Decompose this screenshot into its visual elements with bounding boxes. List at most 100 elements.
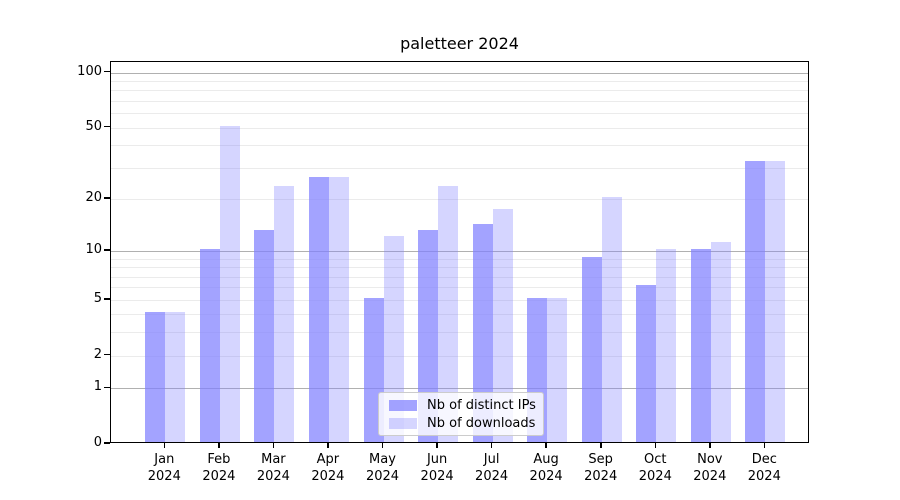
legend-row: Nb of distinct IPs: [387, 398, 536, 413]
bar-distinct-ips-apr: [308, 176, 329, 442]
bar-downloads-jan: [165, 312, 186, 442]
y-tick-label: 0: [93, 435, 102, 450]
chart-title: paletteer 2024: [400, 34, 519, 53]
x-tick-mark: [163, 443, 166, 448]
x-tick-mark: [272, 443, 275, 448]
x-tick-label: Jan 2024: [134, 451, 194, 485]
major-gridline: [111, 251, 808, 252]
x-tick-month: May: [369, 452, 396, 467]
bar-downloads-dec: [765, 160, 786, 442]
bar-distinct-ips-oct: [636, 285, 657, 442]
x-tick-mark: [763, 443, 766, 448]
bar-distinct-ips-jun: [418, 229, 439, 442]
bar-downloads-apr: [328, 176, 349, 442]
bar-distinct-ips-sep: [581, 256, 602, 442]
minor-gridline: [111, 198, 808, 200]
y-tick-label: 50: [85, 118, 102, 134]
x-tick-mark: [327, 443, 329, 448]
y-tick-label: 2: [93, 346, 102, 362]
minor-gridline: [111, 314, 808, 316]
legend-swatch-downloads: [389, 417, 417, 429]
x-tick-year: 2024: [638, 469, 672, 484]
x-tick-month: Jan: [154, 452, 175, 467]
y-tick-mark: [104, 70, 110, 73]
x-tick-month: Jul: [483, 452, 500, 467]
x-tick-year: 2024: [747, 469, 781, 484]
x-tick-mark: [600, 443, 602, 448]
x-tick-year: 2024: [311, 469, 345, 484]
plot-area: [110, 61, 809, 443]
minor-gridline: [111, 267, 808, 269]
minor-gridline: [111, 167, 808, 169]
minor-gridline: [111, 258, 808, 260]
y-tick-label: 10: [85, 242, 102, 257]
x-tick-label: Feb 2024: [189, 451, 249, 485]
y-tick-label: 5: [93, 290, 102, 306]
minor-gridline: [111, 355, 808, 357]
x-tick-label: Jul 2024: [462, 451, 522, 485]
x-tick-label: Nov 2024: [680, 451, 740, 485]
x-tick-year: 2024: [256, 469, 290, 484]
minor-gridline: [111, 100, 808, 102]
x-tick-mark: [654, 443, 656, 448]
x-tick-mark: [218, 443, 220, 448]
x-tick-label: Mar 2024: [243, 451, 303, 485]
minor-gridline: [111, 127, 808, 129]
major-gridline: [111, 388, 808, 390]
x-tick-month: Feb: [207, 452, 231, 467]
x-tick-year: 2024: [529, 469, 563, 484]
bar-downloads-aug: [547, 297, 568, 442]
bar-distinct-ips-jan: [145, 312, 166, 442]
x-tick-label: Sep 2024: [571, 451, 631, 485]
x-tick-mark: [381, 443, 384, 448]
minor-gridline: [111, 332, 808, 334]
bar-distinct-ips-dec: [745, 160, 766, 442]
x-tick-month: Mar: [261, 452, 286, 467]
legend: Nb of distinct IPs Nb of downloads: [378, 392, 544, 436]
x-tick-mark: [490, 443, 493, 448]
y-tick-mark: [104, 353, 110, 356]
y-tick-mark: [104, 298, 110, 300]
x-tick-month: Dec: [751, 452, 777, 467]
minor-gridline: [111, 287, 808, 289]
x-tick-label: Dec 2024: [734, 451, 794, 485]
legend-label-downloads: Nb of downloads: [427, 415, 536, 431]
x-tick-label: Oct 2024: [625, 451, 685, 485]
x-tick-year: 2024: [475, 469, 509, 484]
y-tick-label: 100: [77, 63, 102, 79]
x-tick-month: Apr: [316, 452, 340, 467]
minor-gridline: [111, 90, 808, 92]
legend-swatch-distinct-ips: [389, 399, 417, 411]
y-tick-label: 1: [93, 379, 102, 395]
bar-downloads-nov: [710, 242, 731, 442]
minor-gridline: [111, 80, 808, 82]
minor-gridline: [111, 299, 808, 301]
bar-distinct-ips-feb: [199, 249, 220, 442]
x-tick-label: May 2024: [353, 451, 413, 485]
bar-downloads-jun: [438, 186, 459, 442]
y-tick-mark: [104, 249, 110, 251]
bar-downloads-oct: [656, 249, 677, 442]
x-tick-label: Aug 2024: [516, 451, 576, 485]
y-tick-mark: [104, 386, 110, 388]
bar-distinct-ips-mar: [254, 229, 275, 442]
x-tick-month: Sep: [588, 452, 613, 467]
bar-downloads-jul: [492, 209, 513, 442]
bar-downloads-mar: [274, 186, 295, 442]
bar-distinct-ips-jul: [472, 224, 493, 442]
x-tick-year: 2024: [202, 469, 236, 484]
x-tick-label: Jun 2024: [407, 451, 467, 485]
y-tick-mark: [104, 197, 110, 199]
x-tick-mark: [545, 443, 547, 448]
bar-downloads-may: [383, 235, 404, 442]
y-tick-mark: [104, 125, 110, 128]
bar-downloads-sep: [601, 196, 622, 442]
x-tick-month: Nov: [697, 452, 723, 467]
y-tick-mark: [104, 442, 110, 444]
y-tick-label: 20: [85, 189, 102, 205]
x-tick-month: Aug: [533, 452, 559, 467]
x-tick-month: Jun: [426, 452, 448, 467]
x-tick-label: Apr 2024: [298, 451, 358, 485]
minor-gridline: [111, 145, 808, 147]
